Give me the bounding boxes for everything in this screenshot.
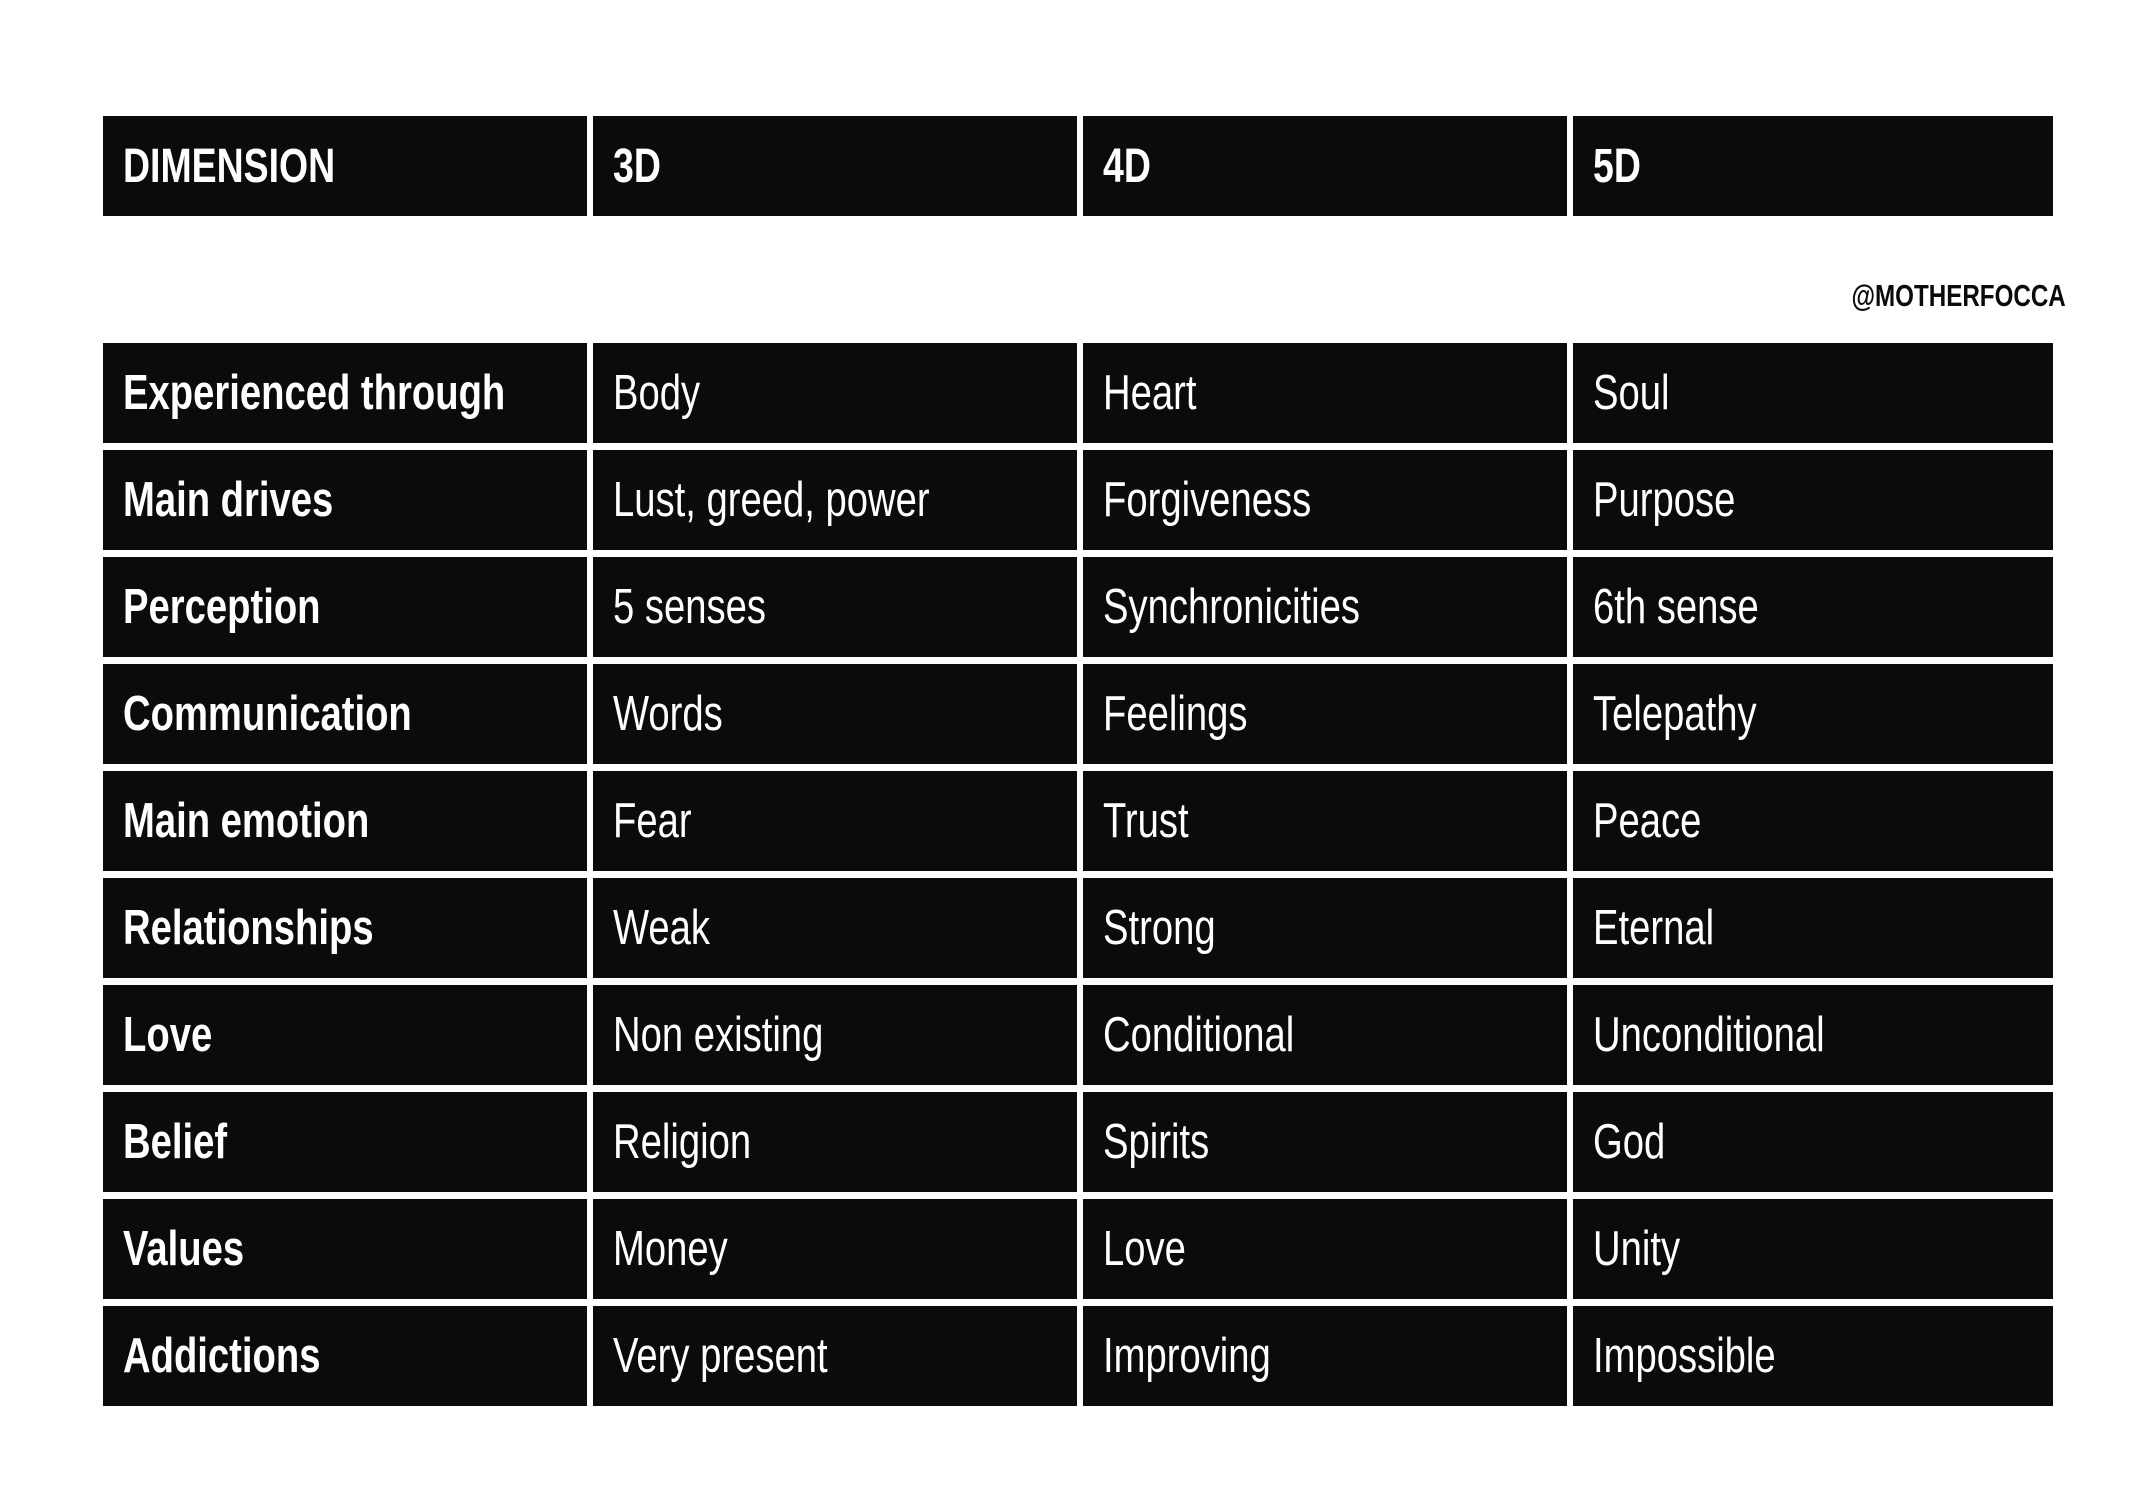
header-cell-dimension: DIMENSION	[103, 116, 587, 216]
cell-3d: Fear	[593, 771, 1077, 871]
cell-5d: Peace	[1573, 771, 2053, 871]
row-label: Addictions	[103, 1306, 587, 1406]
header-cell-5d: 5D	[1573, 116, 2053, 216]
row-label: Love	[103, 985, 587, 1085]
cell-3d: Money	[593, 1199, 1077, 1299]
cell-4d: Trust	[1083, 771, 1567, 871]
author-handle: @MOTHERFOCCA	[1851, 278, 2066, 313]
cell-3d: 5 senses	[593, 557, 1077, 657]
row-label: Values	[103, 1199, 587, 1299]
cell-4d: Love	[1083, 1199, 1567, 1299]
cell-4d: Synchronicities	[1083, 557, 1567, 657]
cell-4d: Improving	[1083, 1306, 1567, 1406]
header-cell-3d: 3D	[593, 116, 1077, 216]
cell-4d: Strong	[1083, 878, 1567, 978]
row-label: Communication	[103, 664, 587, 764]
cell-5d: God	[1573, 1092, 2053, 1192]
cell-5d: Purpose	[1573, 450, 2053, 550]
cell-3d: Weak	[593, 878, 1077, 978]
cell-4d: Spirits	[1083, 1092, 1567, 1192]
cell-4d: Feelings	[1083, 664, 1567, 764]
cell-5d: Impossible	[1573, 1306, 2053, 1406]
row-label: Perception	[103, 557, 587, 657]
row-label: Relationships	[103, 878, 587, 978]
cell-4d: Conditional	[1083, 985, 1567, 1085]
row-label: Experienced through	[103, 343, 587, 443]
cell-4d: Forgiveness	[1083, 450, 1567, 550]
cell-3d: Words	[593, 664, 1077, 764]
row-label: Main drives	[103, 450, 587, 550]
header-cell-4d: 4D	[1083, 116, 1567, 216]
cell-3d: Very present	[593, 1306, 1077, 1406]
cell-4d: Heart	[1083, 343, 1567, 443]
cell-5d: 6th sense	[1573, 557, 2053, 657]
row-label: Main emotion	[103, 771, 587, 871]
cell-5d: Soul	[1573, 343, 2053, 443]
cell-3d: Lust, greed, power	[593, 450, 1077, 550]
cell-5d: Eternal	[1573, 878, 2053, 978]
cell-5d: Unconditional	[1573, 985, 2053, 1085]
cell-3d: Religion	[593, 1092, 1077, 1192]
cell-5d: Unity	[1573, 1199, 2053, 1299]
row-label: Belief	[103, 1092, 587, 1192]
cell-3d: Non existing	[593, 985, 1077, 1085]
cell-5d: Telepathy	[1573, 664, 2053, 764]
cell-3d: Body	[593, 343, 1077, 443]
